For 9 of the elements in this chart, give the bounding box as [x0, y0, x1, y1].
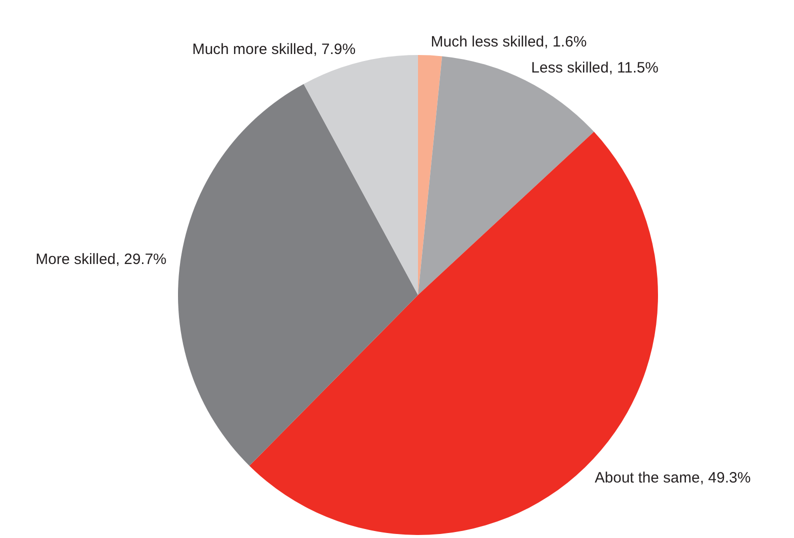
pie-slice	[304, 55, 418, 295]
pie-slice	[178, 84, 418, 466]
slice-label: Less skilled, 11.5%	[531, 60, 658, 77]
slice-label: Much less skilled, 1.6%	[430, 33, 587, 50]
pie-slice	[418, 55, 442, 295]
slice-label: About the same, 49.3%	[594, 469, 751, 486]
slice-label: More skilled, 29.7%	[36, 251, 167, 268]
pie-slice	[249, 132, 658, 535]
slice-label: Much more skilled, 7.9%	[192, 40, 356, 58]
